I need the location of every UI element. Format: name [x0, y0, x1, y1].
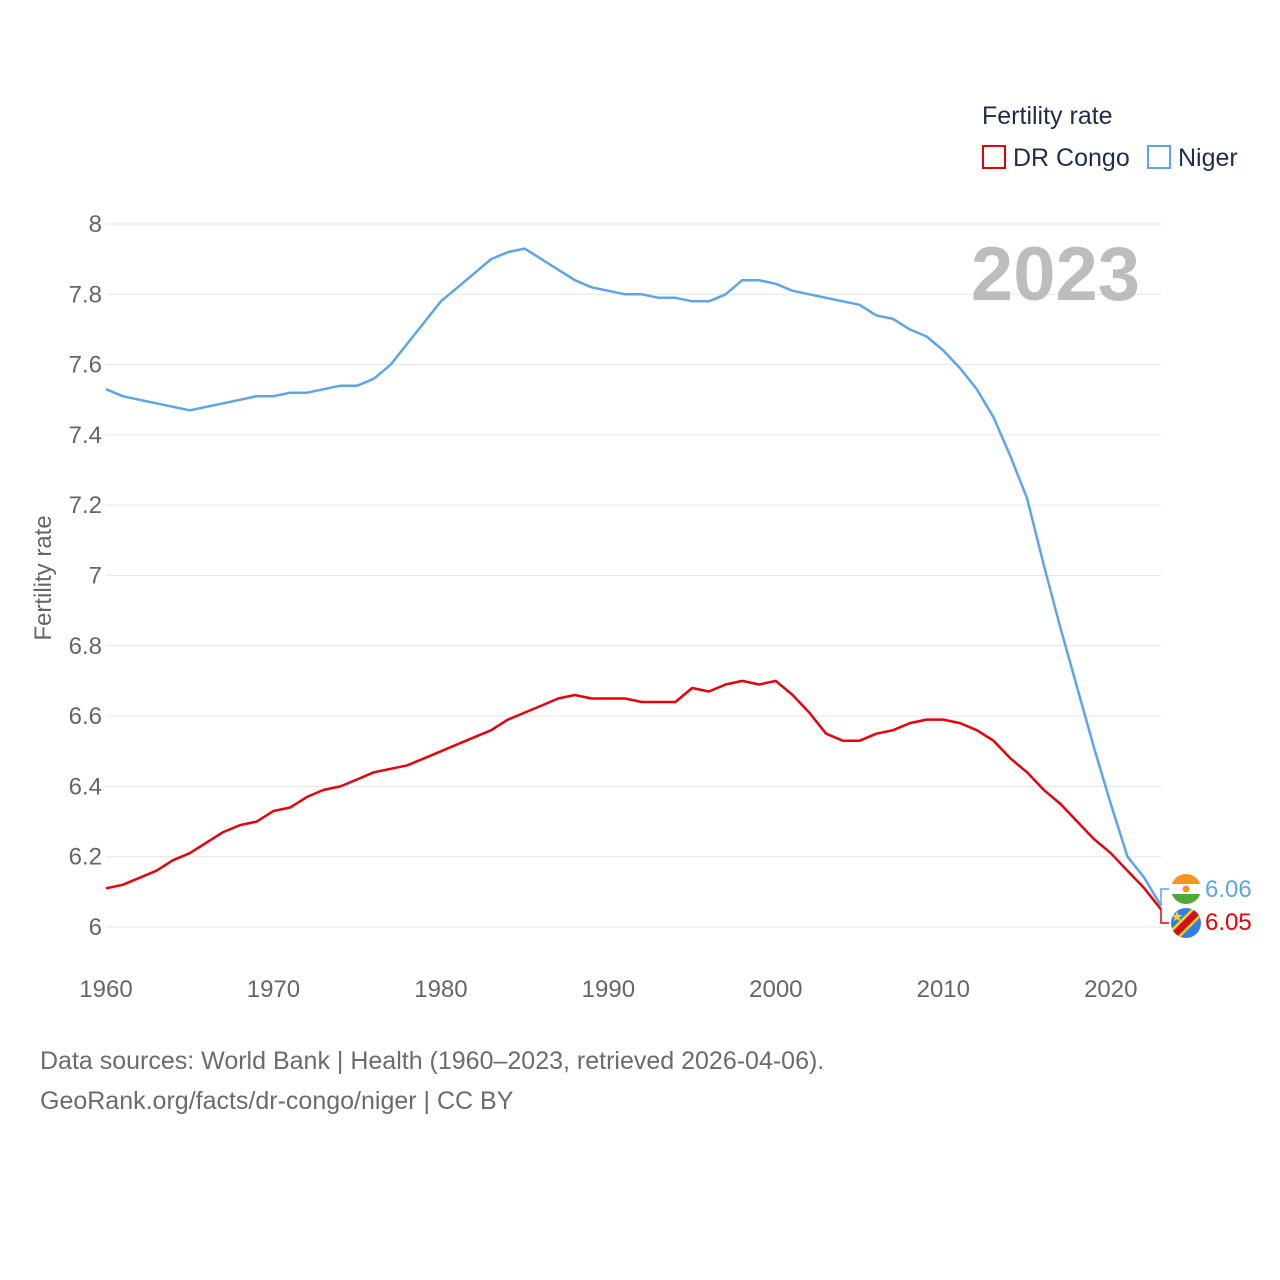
x-tick-label: 2000	[749, 976, 802, 1003]
gridlines	[106, 223, 1161, 928]
y-tick-label: 7.6	[69, 352, 102, 379]
y-tick-label: 7.4	[69, 422, 102, 449]
footer: Data sources: World Bank | Health (1960–…	[40, 1041, 824, 1121]
connector-dr-congo	[1160, 909, 1169, 924]
dr-congo-flag-icon	[1171, 908, 1201, 938]
series-line-niger[interactable]	[105, 247, 1163, 907]
legend-label-dr-congo: DR Congo	[1013, 144, 1130, 172]
x-tick-label: 1960	[79, 976, 132, 1003]
x-tick-label: 1980	[414, 976, 467, 1003]
niger-flag-icon	[1171, 874, 1201, 904]
source-link[interactable]: GeoRank.org/facts/dr-congo/niger | CC BY	[40, 1087, 514, 1115]
y-tick-label: 6.4	[69, 773, 102, 800]
legend-item-niger[interactable]: Niger	[1147, 144, 1238, 172]
end-markers: 6.06 6.05	[1171, 874, 1252, 938]
x-tick-label: 1990	[582, 976, 635, 1003]
x-axis-ticks: 1960 1970 1980 1990 2000 2010 2020	[79, 976, 1137, 1003]
series-lines	[105, 247, 1169, 924]
legend-swatch-dr-congo	[982, 145, 1006, 169]
y-tick-label: 6	[89, 914, 102, 941]
year-watermark: 2023	[971, 232, 1140, 317]
legend-title: Fertility rate	[982, 102, 1113, 130]
x-tick-label: 1970	[247, 976, 300, 1003]
connector-niger	[1160, 888, 1169, 906]
line-chart: Fertility rate DR Congo Niger 6 6.2 6.4 6.6…	[30, 102, 1252, 1003]
legend-swatch-niger	[1147, 145, 1171, 169]
series-line-dr-congo[interactable]	[105, 679, 1162, 911]
data-sources-text: Data sources: World Bank | Health (1960–…	[40, 1047, 825, 1075]
end-label-dr-congo: 6.05	[1205, 909, 1252, 936]
x-tick-label: 2020	[1084, 976, 1137, 1003]
x-tick-label: 2010	[917, 976, 970, 1003]
y-tick-label: 7.2	[69, 492, 102, 519]
y-tick-label: 7.8	[69, 281, 102, 308]
y-tick-label: 6.6	[69, 703, 102, 730]
y-tick-label: 6.2	[69, 844, 102, 871]
y-tick-label: 8	[89, 211, 102, 238]
legend-label-niger: Niger	[1178, 144, 1238, 172]
y-axis-ticks: 6 6.2 6.4 6.6 6.8 7 7.2 7.4 7.6 7.8 8	[69, 211, 102, 941]
legend-item-dr-congo[interactable]: DR Congo	[982, 144, 1130, 172]
y-axis-label: Fertility rate	[30, 515, 57, 640]
end-label-niger: 6.06	[1205, 876, 1252, 903]
y-tick-label: 7	[89, 563, 102, 590]
y-tick-label: 6.8	[69, 633, 102, 660]
